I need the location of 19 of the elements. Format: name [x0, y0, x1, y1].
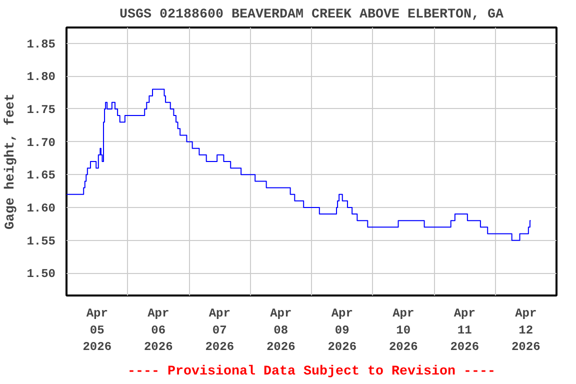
x-tick-label: Apr 09 2026: [328, 306, 357, 354]
x-tick-label: Apr 08 2026: [266, 306, 296, 354]
y-tick-label: 1.55: [26, 234, 56, 248]
y-tick-label: 1.80: [26, 70, 56, 84]
x-tick-label: Apr 05 2026: [82, 306, 112, 354]
x-tick-label: Apr 07 2026: [205, 306, 234, 354]
y-tick-label: 1.60: [26, 201, 56, 216]
y-tick-label: 1.70: [26, 136, 56, 150]
x-tick-label: Apr 06 2026: [144, 306, 173, 354]
y-tick-label: 1.85: [26, 37, 56, 52]
x-tick-label: Apr 11 2026: [450, 306, 480, 354]
x-tick-label: Apr 10 2026: [388, 306, 418, 354]
y-tick-label: 1.65: [26, 168, 56, 183]
y-tick-label: 1.50: [26, 267, 56, 282]
y-axis-title: Gage height, feet: [4, 94, 19, 230]
x-tick-label: Apr 12 2026: [511, 306, 540, 354]
chart-title: USGS 02188600 BEAVERDAM CREEK ABOVE ELBERTON, GA: [120, 8, 504, 22]
y-tick-label: 1.75: [26, 102, 56, 117]
text: ---- Provisional Data Subject to Revision ----: [128, 364, 496, 380]
